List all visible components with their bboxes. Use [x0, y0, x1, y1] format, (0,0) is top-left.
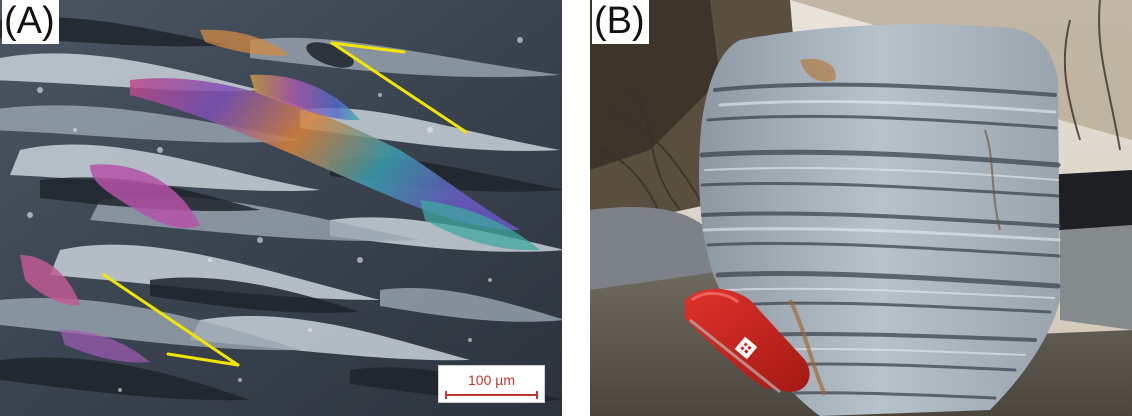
shear-arrow-bottom	[102, 273, 240, 367]
micrograph-panel: (A) 100 µm	[0, 0, 562, 416]
shear-arrow-top	[330, 41, 468, 134]
pocket-knife	[685, 288, 810, 394]
panel-a-label: (A)	[2, 0, 59, 44]
outcrop-photo-panel: (B)	[590, 0, 1132, 416]
micrograph-image	[0, 0, 562, 416]
panel-b-label: (B)	[592, 0, 649, 44]
scale-bar: 100 µm	[438, 365, 545, 403]
scale-bar-label: 100 µm	[468, 372, 515, 388]
outcrop-photo	[590, 0, 1132, 416]
scale-bar-line	[445, 391, 538, 399]
